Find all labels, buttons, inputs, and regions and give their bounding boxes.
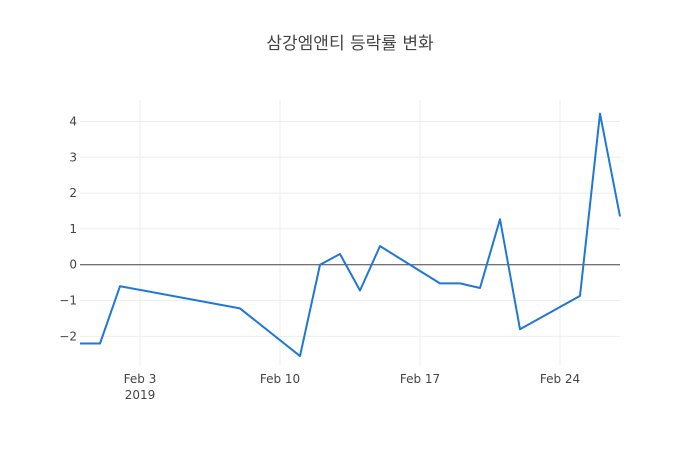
y-tick-label: 1: [69, 222, 77, 236]
y-tick-label: 4: [69, 114, 77, 128]
y-tick-label: −2: [59, 329, 77, 343]
chart-title: 삼강엠앤티 등락률 변화: [266, 34, 434, 54]
series-line: [80, 112, 621, 358]
grid-layer: [80, 100, 620, 365]
y-tick-label: 0: [69, 258, 77, 272]
x-axis: Feb 3 2019 Feb 10 Feb 17 Feb 24: [124, 372, 581, 402]
x-tick-label: Feb 10: [260, 372, 300, 386]
y-tick-label: 3: [69, 150, 77, 164]
y-tick-label: −1: [59, 294, 77, 308]
x-tick-label: Feb 3: [124, 372, 157, 386]
y-axis: −2 −1 0 1 2 3 4: [59, 114, 77, 343]
x-tick-label: Feb 17: [400, 372, 440, 386]
y-tick-label: 2: [69, 186, 77, 200]
series-layer: [80, 112, 621, 358]
x-tick-sublabel: 2019: [125, 388, 156, 402]
x-tick-label: Feb 24: [540, 372, 580, 386]
